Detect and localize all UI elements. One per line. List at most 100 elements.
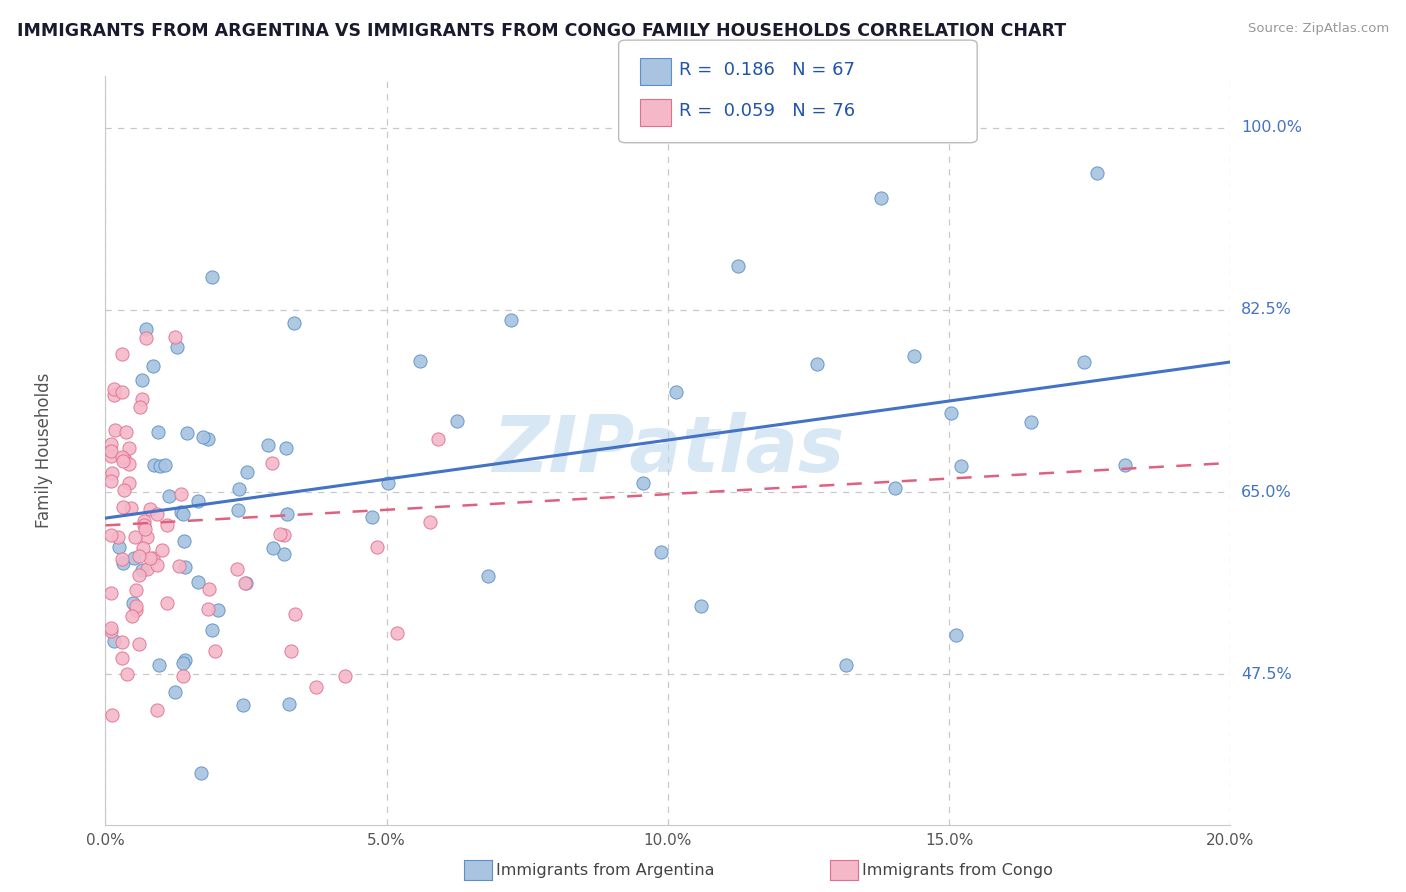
- Text: Source: ZipAtlas.com: Source: ZipAtlas.com: [1249, 22, 1389, 36]
- Point: [280, 644, 302, 658]
- Point: [172, 656, 194, 670]
- Point: [1019, 415, 1042, 429]
- Point: [276, 507, 298, 521]
- Point: [128, 637, 150, 651]
- Point: [103, 388, 125, 402]
- Point: [256, 438, 278, 452]
- Point: [118, 457, 141, 471]
- Point: [174, 560, 197, 574]
- Point: [129, 401, 152, 415]
- Point: [115, 425, 138, 439]
- Text: 65.0%: 65.0%: [1241, 484, 1292, 500]
- Text: R =  0.186   N = 67: R = 0.186 N = 67: [679, 62, 855, 79]
- Point: [132, 517, 155, 532]
- Point: [120, 501, 142, 516]
- Point: [945, 628, 967, 642]
- Point: [110, 552, 132, 566]
- Point: [665, 385, 688, 400]
- Point: [197, 601, 219, 615]
- Point: [111, 650, 134, 665]
- Point: [111, 450, 134, 465]
- Point: [136, 562, 159, 576]
- Point: [125, 582, 148, 597]
- Point: [153, 458, 176, 472]
- Point: [187, 575, 209, 590]
- Point: [262, 541, 284, 555]
- Point: [690, 599, 713, 613]
- Point: [170, 505, 193, 519]
- Point: [1085, 166, 1108, 180]
- Point: [226, 503, 249, 517]
- Point: [100, 450, 122, 464]
- Point: [173, 653, 195, 667]
- Point: [169, 558, 191, 573]
- Point: [134, 522, 156, 536]
- Point: [419, 515, 441, 529]
- Point: [278, 697, 301, 711]
- Point: [1073, 355, 1095, 369]
- Point: [125, 599, 148, 613]
- Point: [446, 414, 468, 428]
- Point: [128, 567, 150, 582]
- Point: [111, 384, 134, 399]
- Point: [387, 626, 409, 640]
- Point: [360, 510, 382, 524]
- Point: [142, 359, 165, 373]
- Point: [501, 313, 523, 327]
- Point: [409, 354, 432, 368]
- Text: Immigrants from Argentina: Immigrants from Argentina: [496, 863, 714, 878]
- Point: [135, 331, 157, 345]
- Point: [176, 426, 198, 441]
- Point: [100, 585, 122, 599]
- Point: [111, 634, 134, 648]
- Point: [100, 437, 122, 451]
- Point: [107, 530, 129, 544]
- Point: [165, 685, 187, 699]
- Point: [124, 530, 146, 544]
- Point: [131, 392, 153, 407]
- Text: ZIPatlas: ZIPatlas: [492, 412, 844, 489]
- Point: [273, 547, 295, 561]
- Point: [132, 541, 155, 555]
- Point: [806, 357, 828, 371]
- Point: [111, 454, 134, 468]
- Point: [163, 330, 186, 344]
- Point: [273, 527, 295, 541]
- Point: [366, 541, 388, 555]
- Point: [100, 528, 122, 542]
- Point: [156, 518, 179, 533]
- Point: [274, 441, 297, 455]
- Text: 82.5%: 82.5%: [1241, 302, 1292, 318]
- Point: [631, 476, 654, 491]
- Text: Immigrants from Congo: Immigrants from Congo: [862, 863, 1053, 878]
- Point: [103, 382, 125, 396]
- Point: [112, 500, 135, 514]
- Point: [198, 582, 221, 597]
- Point: [100, 474, 122, 488]
- Text: Family Households: Family Households: [35, 373, 52, 528]
- Text: 47.5%: 47.5%: [1241, 666, 1292, 681]
- Point: [950, 459, 973, 474]
- Point: [131, 563, 153, 577]
- Point: [190, 766, 212, 780]
- Point: [870, 191, 893, 205]
- Point: [122, 551, 145, 566]
- Point: [477, 569, 499, 583]
- Point: [207, 603, 229, 617]
- Point: [139, 501, 162, 516]
- Point: [903, 349, 925, 363]
- Point: [284, 607, 307, 622]
- Point: [201, 623, 224, 637]
- Point: [135, 322, 157, 336]
- Point: [201, 270, 224, 285]
- Point: [377, 475, 399, 490]
- Point: [187, 494, 209, 508]
- Point: [197, 432, 219, 446]
- Point: [156, 596, 179, 610]
- Point: [112, 483, 135, 498]
- Point: [173, 534, 195, 549]
- Point: [333, 668, 356, 682]
- Point: [117, 475, 139, 490]
- Point: [172, 669, 194, 683]
- Point: [172, 507, 194, 521]
